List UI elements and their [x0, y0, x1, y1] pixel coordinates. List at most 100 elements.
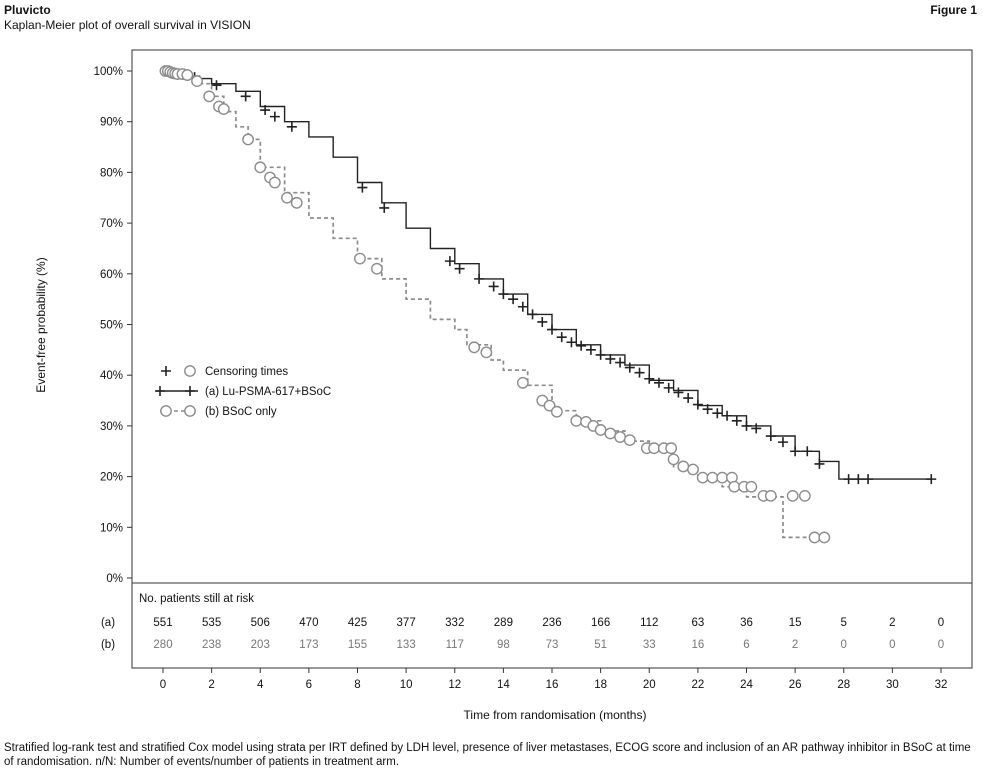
censor-mark-plus [454, 263, 465, 274]
censor-mark-circle [550, 405, 563, 418]
censor-mark-plus [474, 273, 485, 284]
y-tick-label: 70% [100, 218, 123, 230]
legend-plus-icon [155, 386, 165, 396]
risk-count: 63 [691, 617, 704, 629]
y-tick-label: 20% [100, 472, 123, 484]
censor-mark-circle [191, 75, 203, 88]
censor-mark-circle [594, 424, 607, 436]
censor-mark-plus [498, 289, 509, 300]
censor-mark-plus [712, 408, 723, 419]
risk-count: 0 [938, 639, 944, 651]
x-tick-label: 10 [400, 679, 413, 691]
censor-mark-plus [556, 332, 567, 343]
censor-mark-circle [480, 346, 493, 359]
y-tick-label: 60% [100, 269, 123, 281]
censor-mark-circle [696, 471, 709, 484]
censor-mark-circle [687, 463, 699, 476]
risk-count: 15 [789, 617, 802, 629]
footnote: Stratified log-rank test and stratified … [4, 742, 971, 768]
legend-label: (b) BSoC only [205, 406, 277, 418]
censor-mark-circle [648, 442, 661, 455]
censor-mark-circle [665, 442, 678, 455]
censor-mark-plus [605, 353, 616, 364]
risk-count: 332 [445, 617, 464, 629]
censor-mark-plus [595, 349, 606, 360]
censor-mark-circle [254, 161, 267, 174]
risk-count: 51 [594, 639, 607, 651]
censor-mark-circle [623, 434, 636, 446]
censor-mark-circle [281, 191, 293, 204]
censor-mark-plus [537, 316, 548, 327]
censor-mark-circle [468, 341, 481, 354]
censor-mark-circle [728, 480, 741, 493]
x-tick-label: 30 [886, 679, 899, 691]
x-tick-label: 14 [497, 679, 510, 691]
brand-name: Pluvicto [4, 3, 51, 17]
x-tick-label: 0 [160, 679, 166, 691]
censor-mark-plus [269, 111, 280, 122]
censor-mark-circle [716, 471, 729, 484]
censor-mark-plus [765, 431, 776, 442]
censor-mark-plus [379, 202, 390, 213]
censor-mark-circle [290, 196, 303, 209]
censor-mark-plus [926, 474, 937, 485]
censor-mark-circle [604, 427, 617, 440]
censor-mark-plus [357, 182, 368, 193]
y-tick-label: 10% [100, 522, 123, 534]
censor-mark-plus [722, 410, 733, 421]
censor-mark-circle [570, 414, 583, 427]
risk-count: 112 [640, 617, 658, 629]
legend-label: Censoring times [205, 366, 288, 378]
censor-mark-circle [614, 431, 626, 443]
censor-mark-circle [677, 460, 690, 473]
censor-mark-plus [547, 324, 557, 335]
censor-mark-circle [818, 531, 831, 544]
risk-count: 425 [348, 617, 367, 629]
survival-curve [163, 70, 932, 480]
censor-mark-plus [741, 420, 752, 431]
risk-count: 280 [153, 639, 172, 651]
legend-label: (a) Lu-PSMA-617+BSoC [205, 386, 331, 398]
censor-mark-circle [745, 480, 758, 493]
x-tick-label: 18 [594, 679, 607, 691]
x-axis-label: Time from randomisation (months) [464, 708, 647, 722]
risk-count: 133 [397, 639, 416, 651]
x-tick-label: 12 [448, 679, 461, 691]
censor-mark-plus [814, 458, 825, 469]
censor-mark-plus [843, 474, 854, 485]
risk-count: 289 [494, 617, 513, 629]
censor-mark-circle [667, 453, 680, 466]
censor-mark-plus [802, 446, 813, 457]
censor-mark-plus [777, 437, 788, 448]
censor-mark-circle [516, 376, 529, 389]
x-tick-label: 28 [837, 679, 850, 691]
risk-count: 98 [497, 639, 510, 651]
y-axis-label: Event-free probability (%) [34, 257, 48, 392]
censor-mark-plus [624, 362, 635, 373]
series-bsoc-only [159, 65, 831, 544]
risk-count: 506 [251, 617, 270, 629]
risk-count: 203 [251, 639, 270, 651]
risk-count: 33 [643, 639, 656, 651]
censor-mark-plus [751, 423, 762, 434]
risk-count: 16 [691, 639, 704, 651]
risk-count: 6 [743, 639, 749, 651]
figure-label: Figure 1 [930, 3, 977, 17]
x-tick-label: 8 [354, 679, 360, 691]
censor-mark-circle [808, 531, 821, 544]
censor-mark-plus [508, 294, 519, 305]
risk-count: 166 [591, 617, 610, 629]
risk-table: No. patients still at risk(a) 551 535 506 47… [101, 593, 944, 651]
censor-mark-plus [731, 415, 742, 426]
censor-mark-circle [354, 252, 366, 265]
censor-mark-plus [444, 256, 455, 267]
chart-legend: Censoring times (a) Lu-PSMA-617+BSoC (b) B… [155, 365, 331, 418]
x-tick-label: 2 [208, 679, 214, 691]
risk-count: 535 [202, 617, 221, 629]
censor-mark-plus [615, 357, 626, 368]
censor-mark-circle [798, 489, 811, 502]
risk-count: 5 [841, 617, 847, 629]
risk-count: 173 [299, 639, 318, 651]
risk-table-title: No. patients still at risk [139, 593, 254, 605]
censor-mark-plus [585, 344, 596, 355]
